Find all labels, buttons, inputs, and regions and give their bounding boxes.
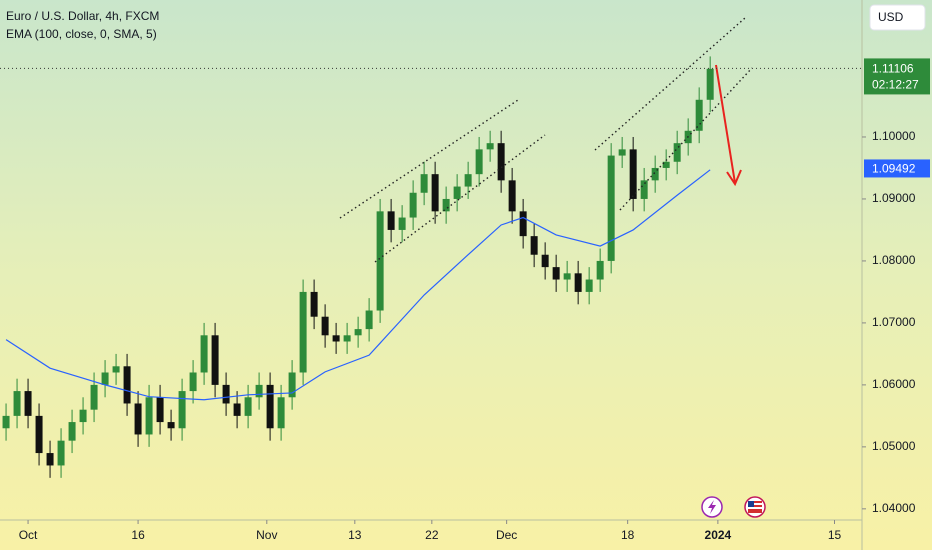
candle-body xyxy=(596,260,604,280)
y-tick-label: 1.10000 xyxy=(872,129,916,143)
candle-body xyxy=(90,384,98,410)
candle-body xyxy=(68,422,76,441)
candle-body xyxy=(222,384,230,404)
last-price-tag xyxy=(864,58,930,95)
x-tick-label: 16 xyxy=(131,528,145,542)
indicator-label: EMA (100, close, 0, SMA, 5) xyxy=(6,27,157,41)
x-tick-label: 15 xyxy=(828,528,842,542)
candle-body xyxy=(530,236,538,255)
currency-label: USD xyxy=(878,10,904,24)
candle-body xyxy=(453,186,461,199)
candle-body xyxy=(24,391,32,416)
y-tick-label: 1.06000 xyxy=(872,377,916,391)
channel-line xyxy=(594,17,746,151)
x-tick-label: 13 xyxy=(348,528,362,542)
candle-body xyxy=(651,167,659,181)
candle-body xyxy=(101,372,109,385)
y-tick-label: 1.05000 xyxy=(872,439,916,453)
candle-body xyxy=(35,415,43,454)
channel-line xyxy=(374,134,546,263)
candle-body xyxy=(662,161,670,168)
candle-body xyxy=(398,217,406,230)
candle-body xyxy=(365,310,373,330)
candle-body xyxy=(475,149,483,175)
candle-body xyxy=(442,198,450,212)
candle-body xyxy=(706,68,714,100)
x-tick-label: Nov xyxy=(256,528,277,542)
candle-body xyxy=(618,149,626,156)
candle-body xyxy=(332,335,340,342)
countdown-label: 02:12:27 xyxy=(872,78,919,92)
candle-body xyxy=(508,180,516,212)
candle-body xyxy=(145,397,153,435)
candle-body xyxy=(156,397,164,423)
candle-body xyxy=(464,174,472,187)
x-tick-label: Oct xyxy=(19,528,38,542)
candle-body xyxy=(310,291,318,317)
candle-body xyxy=(13,391,21,416)
ema-price-label: 1.09492 xyxy=(872,162,916,176)
candle-body xyxy=(541,254,549,268)
candle-body xyxy=(343,335,351,342)
candle-body xyxy=(607,155,615,261)
candle-body xyxy=(409,192,417,218)
channel-line xyxy=(619,67,753,211)
candle-body xyxy=(574,273,582,292)
candle-body xyxy=(431,174,439,212)
ema-price-tag xyxy=(864,159,930,178)
candle-body xyxy=(486,143,494,150)
currency-button[interactable] xyxy=(869,4,926,31)
y-tick-label: 1.07000 xyxy=(872,315,916,329)
events xyxy=(701,496,766,518)
ema-line xyxy=(5,169,711,401)
candle-body xyxy=(255,384,263,398)
candle-body xyxy=(200,335,208,373)
channels xyxy=(339,17,753,263)
x-tick-label: 22 xyxy=(425,528,439,542)
candle-body xyxy=(563,273,571,280)
candle-body xyxy=(552,267,560,280)
candle-body xyxy=(123,366,131,404)
candle-body xyxy=(57,440,65,466)
candle-body xyxy=(673,143,681,162)
y-tick-label: 1.08000 xyxy=(872,253,916,267)
candle-body xyxy=(277,397,285,429)
x-tick-label: 2024 xyxy=(705,528,732,542)
candle-body xyxy=(178,391,186,429)
candle-body xyxy=(211,335,219,385)
candle-body xyxy=(420,174,428,193)
candle-body xyxy=(629,149,637,199)
candle-body xyxy=(695,99,703,131)
candle-body xyxy=(79,409,87,423)
candle-body xyxy=(46,453,54,466)
last-price-label: 1.11106 xyxy=(872,62,914,76)
candle-body xyxy=(354,329,362,336)
red-arrow xyxy=(715,64,742,187)
candle-body xyxy=(134,403,142,435)
candle-body xyxy=(189,372,197,392)
candle-body xyxy=(244,397,252,416)
x-tick-label: Dec xyxy=(496,528,517,542)
candle-body xyxy=(519,211,527,237)
candle-body xyxy=(640,180,648,199)
candle-body xyxy=(266,384,274,429)
candle-body xyxy=(299,291,307,373)
candle-body xyxy=(2,415,10,429)
plot xyxy=(2,56,714,478)
candle-body xyxy=(167,422,175,429)
candle-body xyxy=(233,403,241,416)
candle-body xyxy=(497,143,505,181)
candle-body xyxy=(585,279,593,292)
candle-body xyxy=(112,366,120,373)
y-tick-label: 1.09000 xyxy=(872,191,916,205)
symbol-title: Euro / U.S. Dollar, 4h, FXCM xyxy=(6,9,159,23)
candle-body xyxy=(288,372,296,398)
x-tick-label: 18 xyxy=(621,528,635,542)
candle-body xyxy=(321,316,329,336)
candle-body xyxy=(387,211,395,230)
y-tick-label: 1.04000 xyxy=(872,501,916,515)
candle-body xyxy=(376,211,384,311)
